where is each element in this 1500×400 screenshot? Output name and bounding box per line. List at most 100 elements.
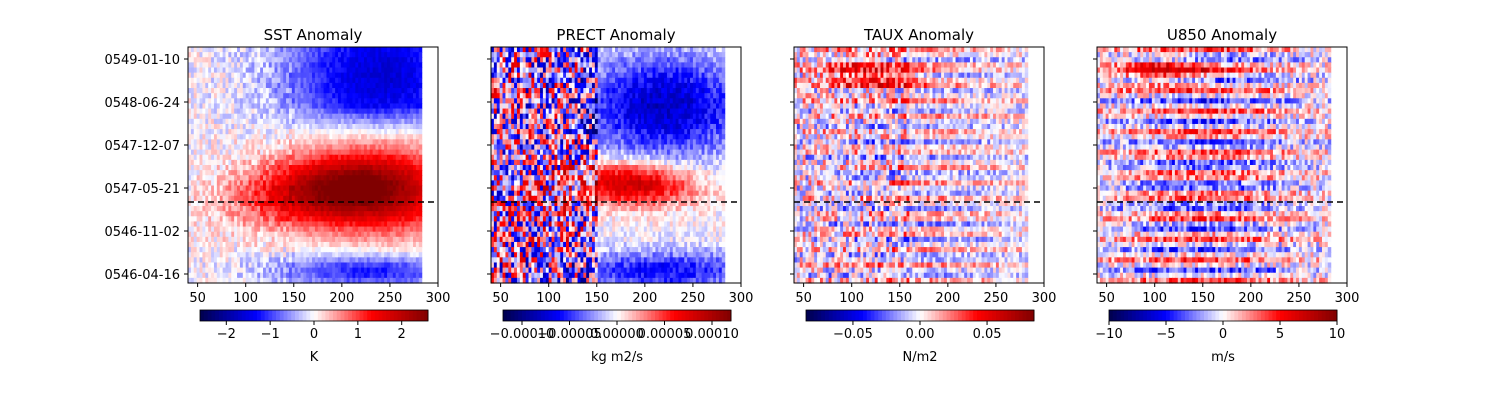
heatmap-cell bbox=[557, 98, 561, 105]
heatmap-cell bbox=[242, 200, 247, 207]
heatmap-cell bbox=[649, 93, 654, 99]
heatmap-cell bbox=[355, 118, 359, 125]
heatmap-cell bbox=[413, 98, 417, 105]
heatmap-cell bbox=[294, 195, 299, 202]
heatmap-cell bbox=[280, 277, 284, 284]
heatmap-cell bbox=[594, 62, 599, 69]
heatmap-cell bbox=[216, 257, 221, 264]
heatmap-cell bbox=[274, 195, 279, 202]
heatmap-cell bbox=[629, 82, 633, 89]
heatmap-cell bbox=[381, 62, 385, 69]
heatmap-cell bbox=[410, 277, 414, 284]
heatmap-cell bbox=[372, 52, 377, 58]
heatmap-cell bbox=[404, 267, 408, 274]
heatmap-cell bbox=[317, 93, 322, 99]
heatmap-cell bbox=[271, 200, 276, 207]
heatmap-cell bbox=[190, 52, 195, 58]
heatmap-cell bbox=[326, 175, 330, 181]
colorbar-tick-label: 0 bbox=[310, 327, 318, 342]
heatmap-cell bbox=[418, 200, 423, 207]
heatmap-cell bbox=[355, 226, 359, 233]
heatmap-cell bbox=[277, 57, 281, 63]
heatmap-cell bbox=[695, 72, 700, 79]
heatmap-cell bbox=[502, 88, 507, 94]
heatmap-cell bbox=[312, 129, 316, 135]
heatmap-cell bbox=[277, 98, 281, 105]
heatmap-cell bbox=[612, 103, 616, 110]
heatmap-cell bbox=[666, 72, 671, 79]
heatmap-cell bbox=[231, 277, 235, 284]
heatmap-cell bbox=[265, 257, 270, 264]
heatmap-cell bbox=[649, 52, 654, 58]
heatmap-cell bbox=[193, 82, 198, 89]
heatmap-cell bbox=[681, 47, 685, 53]
heatmap-cell bbox=[661, 113, 665, 120]
heatmap-cell bbox=[277, 149, 281, 156]
heatmap-cell bbox=[303, 195, 307, 202]
heatmap-cell bbox=[265, 231, 270, 238]
heatmap-cell bbox=[208, 149, 212, 156]
heatmap-cell bbox=[320, 241, 325, 248]
x-tick-label: 50 bbox=[189, 291, 206, 306]
heatmap-cell bbox=[358, 129, 362, 135]
heatmap-cell bbox=[395, 139, 400, 146]
heatmap-cell bbox=[646, 47, 651, 53]
heatmap-cell bbox=[257, 52, 261, 58]
heatmap-cell bbox=[213, 57, 218, 63]
heatmap-cell bbox=[303, 175, 307, 181]
heatmap-cell bbox=[375, 185, 379, 192]
heatmap-cell bbox=[216, 159, 221, 166]
heatmap-cell bbox=[352, 67, 356, 74]
heatmap-cell bbox=[294, 262, 299, 269]
heatmap-cell bbox=[568, 98, 573, 105]
heatmap-cell bbox=[525, 108, 530, 115]
heatmap-cell bbox=[213, 231, 218, 238]
heatmap-cell bbox=[407, 226, 411, 233]
heatmap-cell bbox=[418, 139, 423, 146]
heatmap-cell bbox=[196, 118, 201, 125]
heatmap-cell bbox=[251, 211, 255, 217]
heatmap-cell bbox=[188, 144, 192, 151]
heatmap-cell bbox=[496, 88, 501, 94]
heatmap-cell bbox=[410, 134, 414, 140]
heatmap-cell bbox=[320, 154, 325, 161]
heatmap-cell bbox=[661, 47, 665, 53]
heatmap-cell bbox=[271, 123, 276, 130]
heatmap-cell bbox=[675, 82, 680, 89]
heatmap-cell bbox=[265, 67, 270, 74]
heatmap-cell bbox=[502, 108, 507, 115]
heatmap-cell bbox=[317, 257, 322, 264]
heatmap-cell bbox=[314, 154, 319, 161]
heatmap-cell bbox=[718, 62, 723, 69]
heatmap-cell bbox=[291, 277, 296, 284]
heatmap-cell bbox=[314, 272, 319, 279]
heatmap-cell bbox=[294, 103, 299, 110]
heatmap-cell bbox=[222, 52, 227, 58]
heatmap-cell bbox=[291, 165, 296, 171]
heatmap-cell bbox=[248, 216, 253, 223]
heatmap-cell bbox=[199, 200, 204, 207]
heatmap-cell bbox=[234, 247, 238, 253]
heatmap-cell bbox=[392, 129, 397, 135]
heatmap-cell bbox=[254, 206, 258, 212]
heatmap-cell bbox=[666, 82, 671, 89]
heatmap-cell bbox=[188, 134, 192, 140]
heatmap-cell bbox=[635, 103, 639, 110]
heatmap-cell bbox=[340, 241, 345, 248]
heatmap-cell bbox=[332, 185, 336, 192]
heatmap-cell bbox=[228, 72, 232, 79]
heatmap-cell bbox=[205, 180, 209, 187]
heatmap-cell bbox=[248, 257, 253, 264]
heatmap-cell bbox=[381, 118, 385, 125]
heatmap-cell bbox=[254, 236, 258, 243]
heatmap-cell bbox=[381, 82, 385, 89]
heatmap-cell bbox=[358, 47, 362, 53]
heatmap-cell bbox=[352, 252, 356, 258]
heatmap-cell bbox=[309, 139, 313, 146]
heatmap-cell bbox=[228, 98, 232, 105]
heatmap-cell bbox=[343, 159, 348, 166]
heatmap-cell bbox=[361, 129, 365, 135]
heatmap-cell bbox=[291, 93, 296, 99]
heatmap-cell bbox=[326, 252, 330, 258]
heatmap-cell bbox=[384, 113, 388, 120]
